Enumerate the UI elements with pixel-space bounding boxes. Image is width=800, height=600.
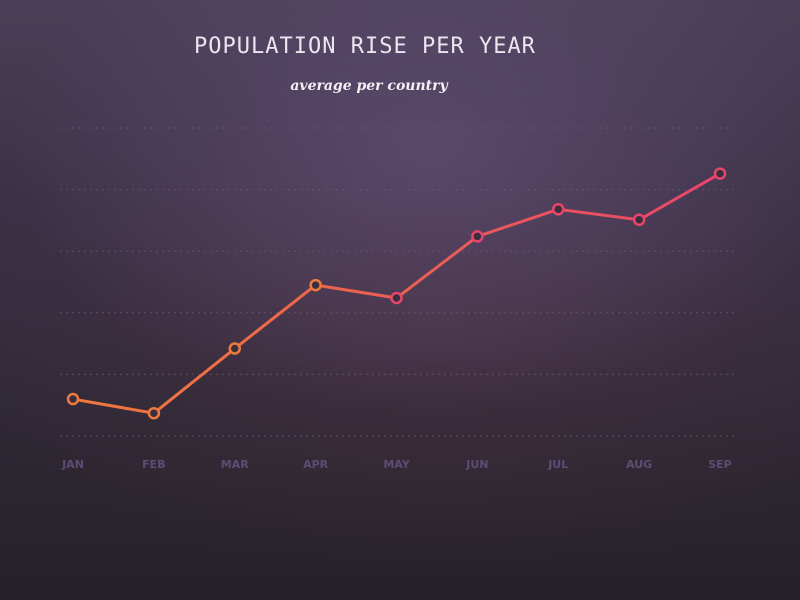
x-tick-label: AUG bbox=[626, 458, 652, 471]
data-point-may[interactable] bbox=[390, 291, 403, 305]
x-tick-label: MAR bbox=[221, 458, 249, 471]
chart-subtitle: average per country bbox=[290, 78, 448, 94]
series-markers bbox=[66, 167, 727, 420]
data-point-feb[interactable] bbox=[147, 406, 161, 420]
chart-title: POPULATION RISE PER YEAR bbox=[194, 34, 536, 59]
data-point-mar[interactable] bbox=[228, 342, 241, 355]
data-point-jul[interactable] bbox=[552, 203, 565, 216]
grid-lines bbox=[60, 127, 736, 437]
data-point-aug[interactable] bbox=[632, 213, 646, 227]
x-tick-label: FEB bbox=[142, 458, 165, 471]
x-tick-label: SEP bbox=[708, 458, 732, 471]
x-tick-label: JUN bbox=[465, 458, 488, 471]
data-point-sep[interactable] bbox=[713, 167, 727, 180]
data-point-jun[interactable] bbox=[471, 230, 484, 243]
data-point-apr[interactable] bbox=[309, 278, 322, 292]
x-tick-label: APR bbox=[303, 458, 329, 471]
x-axis-ticks: JAN FEB MAR APR MAY JUN JUL AUG SEP bbox=[61, 458, 732, 471]
x-tick-label: MAY bbox=[383, 458, 410, 471]
data-point-jan[interactable] bbox=[66, 392, 80, 406]
x-tick-label: JAN bbox=[61, 458, 84, 471]
x-tick-label: JUL bbox=[547, 458, 568, 471]
